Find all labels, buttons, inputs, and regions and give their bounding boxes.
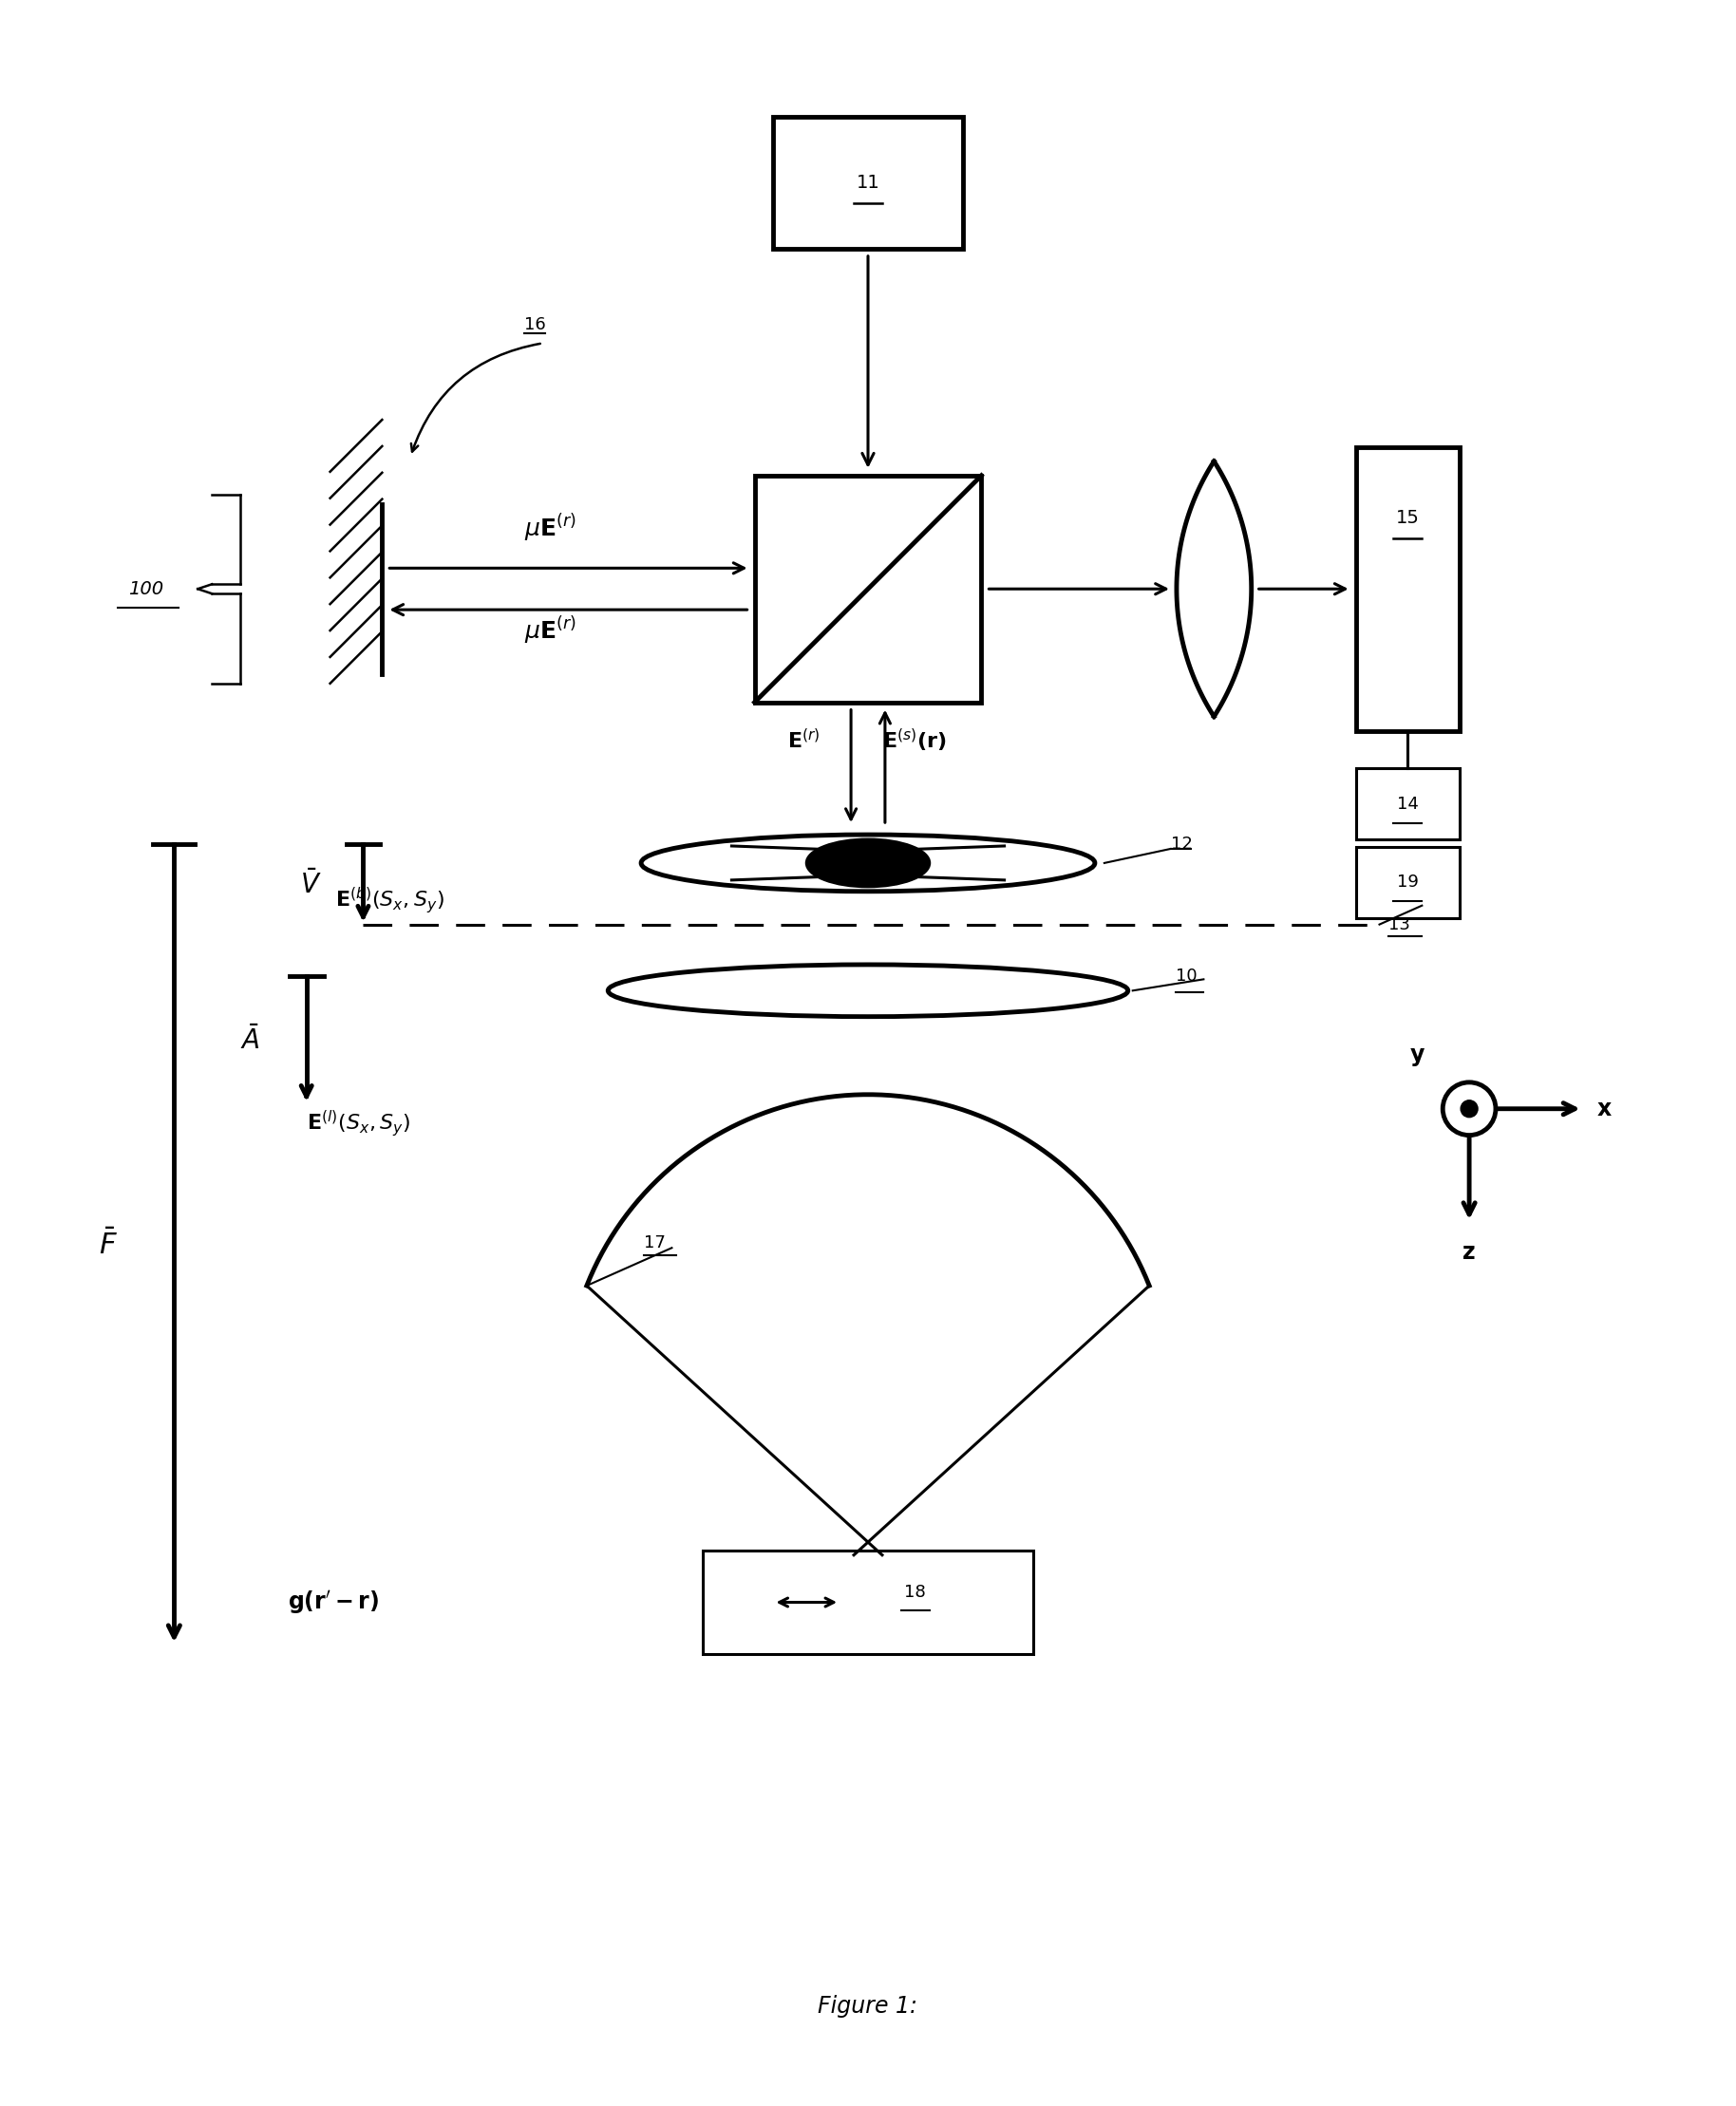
Text: z: z xyxy=(1463,1240,1476,1264)
Text: 11: 11 xyxy=(856,173,880,192)
Bar xyxy=(1356,847,1460,918)
Ellipse shape xyxy=(807,840,929,887)
Text: $\mathbf{E}^{(s)}\mathbf{(r)}$: $\mathbf{E}^{(s)}\mathbf{(r)}$ xyxy=(882,727,946,754)
Text: 19: 19 xyxy=(1397,874,1418,891)
Text: 18: 18 xyxy=(904,1584,925,1601)
Ellipse shape xyxy=(608,965,1128,1017)
Bar xyxy=(755,476,981,701)
Text: $\mathbf{E}^{(l)}(S_x,S_y)$: $\mathbf{E}^{(l)}(S_x,S_y)$ xyxy=(307,1108,410,1137)
Bar xyxy=(1356,446,1460,731)
Text: $\bar{A}$: $\bar{A}$ xyxy=(240,1026,259,1055)
Text: x: x xyxy=(1597,1097,1611,1120)
Ellipse shape xyxy=(641,834,1095,891)
Text: 13: 13 xyxy=(1389,916,1411,933)
Text: 10: 10 xyxy=(1175,969,1196,986)
Bar xyxy=(1356,769,1460,840)
Text: $\bar{F}$: $\bar{F}$ xyxy=(99,1230,118,1259)
Text: 100: 100 xyxy=(128,579,163,598)
Text: 17: 17 xyxy=(644,1234,665,1251)
Text: 12: 12 xyxy=(1170,836,1193,853)
Text: Figure 1:: Figure 1: xyxy=(818,1994,918,2018)
Text: $\mu\mathbf{E}^{(r)}$: $\mu\mathbf{E}^{(r)}$ xyxy=(524,512,576,545)
Text: $\mathbf{E}^{(b)}(S_x,S_y)$: $\mathbf{E}^{(b)}(S_x,S_y)$ xyxy=(335,885,444,914)
Text: $\bar{V}$: $\bar{V}$ xyxy=(300,870,321,899)
Text: y: y xyxy=(1410,1042,1425,1066)
Text: $\mu\mathbf{E}^{(r)}$: $\mu\mathbf{E}^{(r)}$ xyxy=(524,615,576,647)
Bar xyxy=(703,1550,1033,1655)
Text: $\mathbf{g(r'-r)}$: $\mathbf{g(r'-r)}$ xyxy=(288,1588,378,1615)
Text: 14: 14 xyxy=(1397,796,1418,813)
Text: 16: 16 xyxy=(524,316,545,333)
Text: $\mathbf{E}^{(r)}$: $\mathbf{E}^{(r)}$ xyxy=(788,729,821,752)
Bar xyxy=(774,116,962,249)
Text: 15: 15 xyxy=(1396,510,1420,526)
Circle shape xyxy=(1460,1099,1477,1118)
